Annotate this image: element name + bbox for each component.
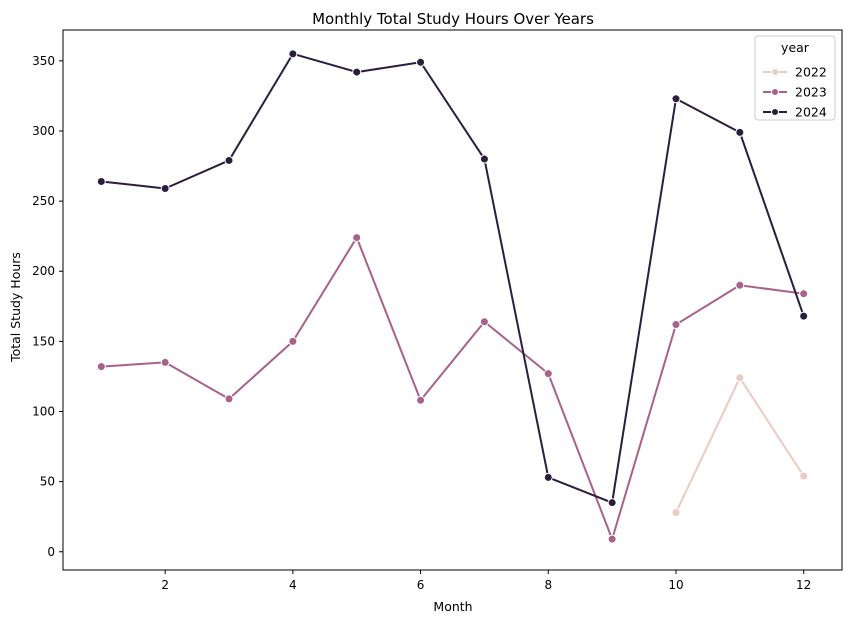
data-point: [543, 472, 553, 482]
y-axis-label: Total Study Hours: [8, 252, 23, 363]
data-point: [671, 320, 681, 330]
data-point: [96, 176, 106, 186]
series-line-2024: [100, 52, 805, 504]
y-tick-label: 100: [32, 405, 55, 419]
data-point: [288, 49, 298, 59]
legend-box: [754, 35, 836, 121]
y-tick-label: 0: [47, 545, 55, 559]
series-2023: [96, 233, 809, 544]
x-tick-label: 8: [544, 578, 552, 592]
series-2024: [96, 49, 809, 508]
data-point: [160, 183, 170, 193]
data-point: [479, 317, 489, 327]
x-tick-label: 4: [289, 578, 297, 592]
data-point: [607, 534, 617, 544]
legend-marker-swatch: [771, 108, 779, 116]
x-tick-label: 10: [668, 578, 683, 592]
data-point: [160, 357, 170, 367]
data-point: [352, 67, 362, 77]
legend-label: 2024: [795, 105, 827, 120]
data-point: [416, 57, 426, 67]
legend: year 2022 2023 2024: [754, 35, 836, 121]
legend-title: year: [781, 40, 810, 55]
legend-marker-swatch: [771, 88, 779, 96]
x-tick-label: 2: [161, 578, 169, 592]
y-tick-label: 150: [32, 334, 55, 348]
legend-item-2023: 2023: [763, 85, 827, 100]
x-tick-label: 12: [796, 578, 811, 592]
data-point: [352, 233, 362, 243]
data-point: [416, 395, 426, 405]
data-point: [288, 336, 298, 346]
legend-item-2024: 2024: [763, 105, 827, 120]
legend-label: 2022: [795, 65, 827, 80]
data-point: [224, 155, 234, 165]
series-line-2022: [674, 376, 805, 514]
data-point: [799, 289, 809, 299]
data-point: [671, 94, 681, 104]
data-point: [799, 311, 809, 321]
data-point: [543, 369, 553, 379]
plot-frame: [62, 29, 843, 571]
data-point: [735, 280, 745, 290]
y-tick-label: 350: [32, 54, 55, 68]
axis-ticks: 2 4 6 8 10 12 0 50 100 150 200 250 300 350: [32, 54, 811, 592]
x-tick-label: 6: [417, 578, 425, 592]
y-tick-label: 50: [40, 475, 55, 489]
data-point: [224, 394, 234, 404]
data-point: [479, 154, 489, 164]
data-point: [735, 127, 745, 137]
legend-marker-swatch: [771, 68, 779, 76]
data-point: [607, 498, 617, 508]
series-group: [96, 49, 809, 544]
y-tick-label: 200: [32, 264, 55, 278]
x-axis-label: Month: [433, 599, 472, 614]
data-point: [96, 362, 106, 372]
series-line-2023: [100, 236, 805, 541]
y-tick-label: 300: [32, 124, 55, 138]
data-point: [671, 507, 681, 517]
data-point: [735, 373, 745, 383]
legend-label: 2023: [795, 85, 827, 100]
series-2022: [671, 373, 809, 517]
y-tick-label: 250: [32, 194, 55, 208]
chart-title: Monthly Total Study Hours Over Years: [312, 10, 594, 28]
data-point: [799, 471, 809, 481]
legend-item-2022: 2022: [763, 65, 827, 80]
